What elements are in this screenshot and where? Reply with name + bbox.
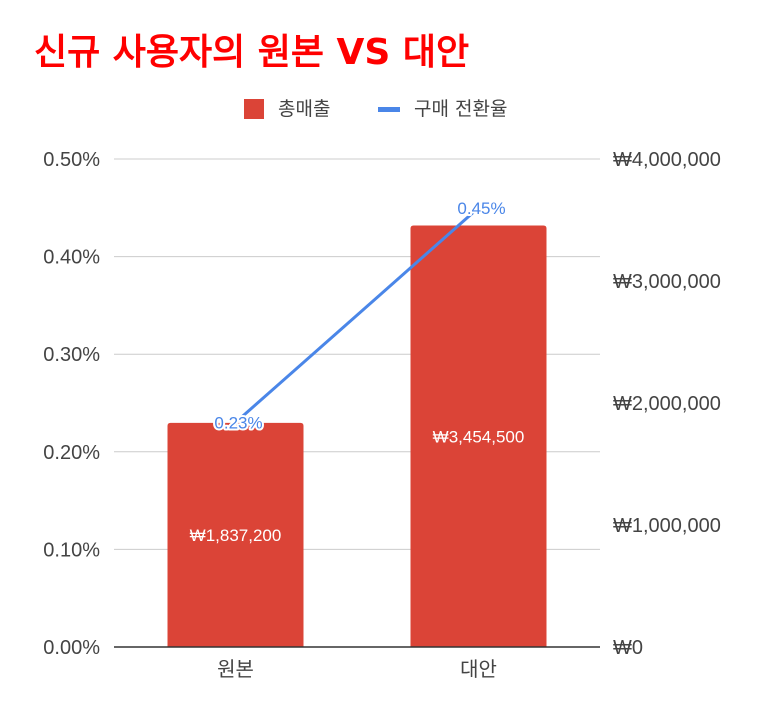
left-axis-tick-label: 0.50%	[43, 149, 100, 171]
right-axis-tick-label: ₩2,000,000	[613, 393, 721, 415]
category-label: 원본	[217, 657, 254, 681]
line-point-label: 0.23%	[214, 414, 262, 433]
bar-value-label: ₩1,837,200	[190, 526, 282, 545]
left-axis-tick-label: 0.20%	[43, 442, 100, 464]
bar-value-label: ₩3,454,500	[433, 427, 525, 446]
legend: 총매출 구매 전환율	[244, 98, 507, 120]
left-axis-tick-label: 0.10%	[43, 539, 100, 561]
line-path	[234, 206, 480, 424]
legend-label: 구매 전환율	[414, 98, 507, 120]
right-axis: ₩0 ₩1,000,000 ₩2,000,000 ₩3,000,000 ₩4,000,0…	[613, 149, 721, 659]
legend-label: 총매출	[278, 98, 330, 120]
left-axis-tick-label: 0.00%	[43, 637, 100, 659]
category-label: 대안	[460, 657, 497, 681]
line-point	[233, 420, 238, 426]
right-axis-tick-label: ₩3,000,000	[613, 271, 721, 293]
category-axis: 원본 대안	[217, 657, 497, 681]
chart-title: 신규 사용자의 원본 VS 대안	[34, 32, 469, 73]
legend-swatch-bar	[244, 99, 264, 119]
left-axis-tick-label: 0.40%	[43, 247, 100, 269]
left-axis-tick-label: 0.30%	[43, 344, 100, 366]
legend-swatch-line	[378, 107, 400, 112]
bar	[167, 422, 304, 647]
line-point	[476, 205, 481, 211]
left-axis: 0.00% 0.10% 0.20% 0.30% 0.40% 0.50%	[43, 149, 100, 659]
right-axis-tick-label: ₩0	[613, 637, 643, 659]
right-axis-tick-label: ₩4,000,000	[613, 149, 721, 171]
line-point-label: 0.45%	[457, 199, 505, 218]
line-series: 0.23% 0.45%	[212, 197, 507, 435]
bar	[410, 225, 547, 647]
right-axis-tick-label: ₩1,000,000	[613, 515, 721, 537]
bars: ₩1,837,200 ₩3,454,500	[167, 225, 547, 647]
